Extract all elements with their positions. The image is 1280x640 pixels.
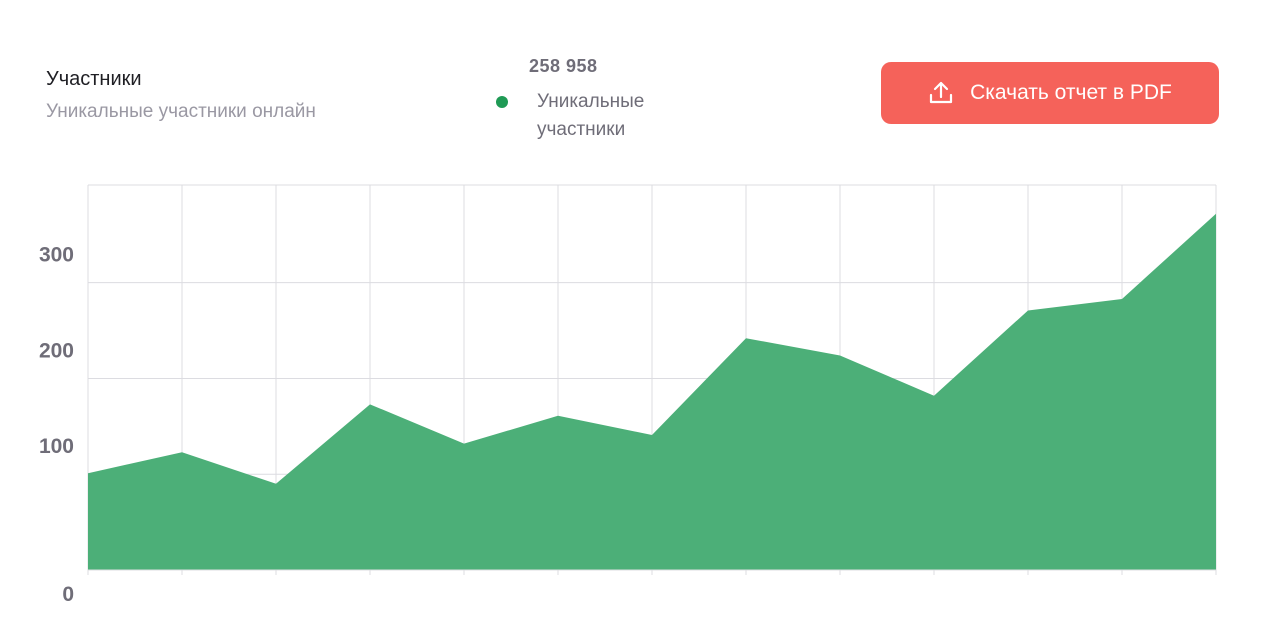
legend: Уникальные участники	[496, 88, 677, 144]
download-pdf-label: Скачать отчет в PDF	[970, 81, 1172, 104]
upload-icon	[929, 81, 953, 104]
y-tick-label: 0	[62, 583, 74, 606]
chart-axis: 0 100 200 300	[39, 244, 1216, 606]
legend-dot	[496, 96, 508, 108]
y-tick-label: 300	[39, 244, 74, 267]
download-pdf-button[interactable]: Скачать отчет в PDF	[881, 62, 1219, 124]
y-tick-label: 100	[39, 435, 74, 458]
total-count: 258 958	[529, 56, 598, 76]
legend-label: Уникальные участники	[537, 91, 645, 140]
series-area	[88, 213, 1216, 571]
chart-title: Участники	[46, 68, 142, 90]
chart-series	[88, 213, 1216, 571]
chart-subtitle: Уникальные участники онлайн	[46, 101, 316, 122]
y-tick-label: 200	[39, 339, 74, 362]
